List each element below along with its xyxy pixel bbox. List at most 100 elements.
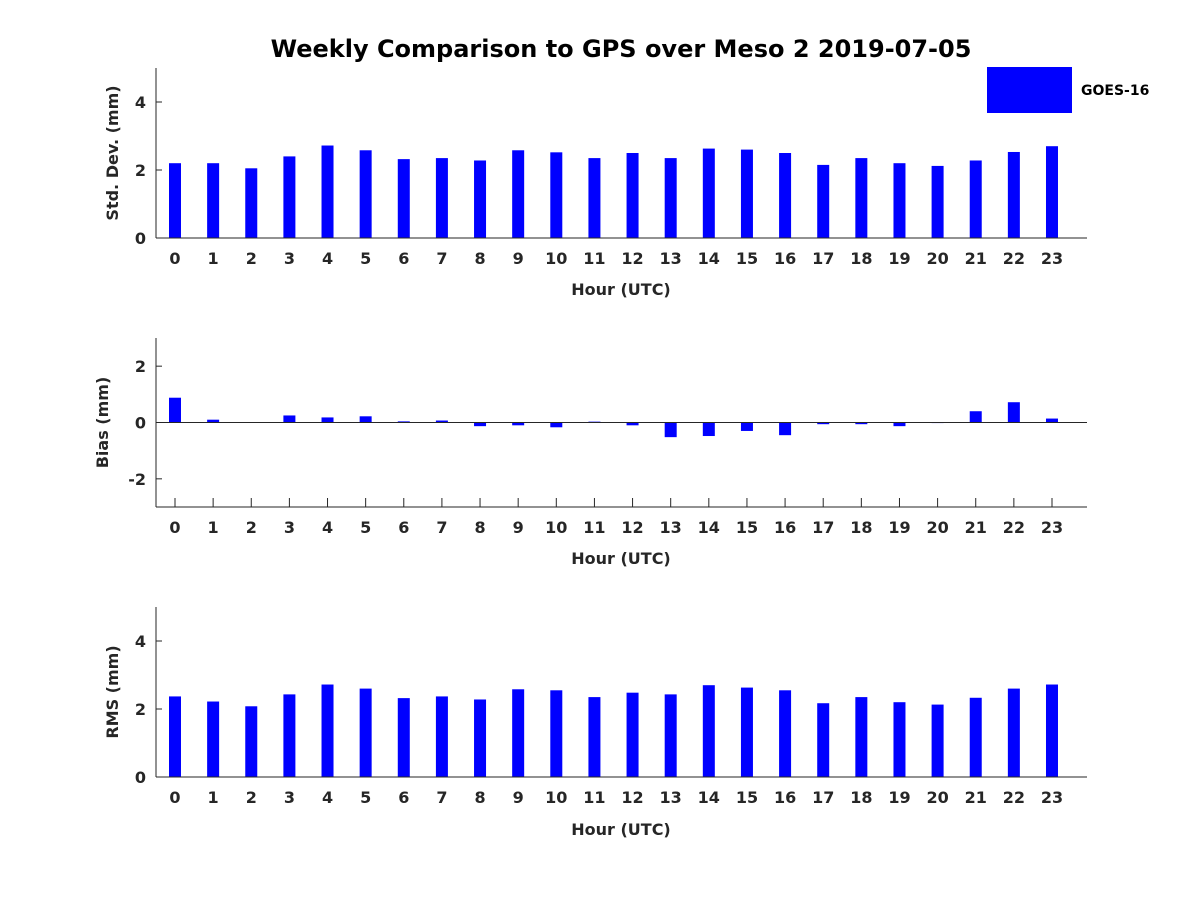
- std-dev-xlabel: Hour (UTC): [571, 280, 671, 299]
- rms-bar-7: [435, 696, 448, 777]
- rms-ytick-label-4: 4: [135, 632, 146, 651]
- rms-xtick-label-12: 12: [621, 788, 643, 807]
- std-dev-bar-15: [740, 149, 753, 238]
- rms-xtick-label-9: 9: [513, 788, 524, 807]
- rms-bar-19: [893, 702, 906, 777]
- std-dev-bar-11: [588, 158, 601, 238]
- std-dev-xtick-label-17: 17: [812, 249, 834, 268]
- std-dev-bar-17: [817, 164, 830, 238]
- bias-xtick-label-21: 21: [965, 518, 987, 537]
- rms-xtick-label-21: 21: [965, 788, 987, 807]
- std-dev-bar-21: [969, 160, 982, 238]
- bias-bar-22: [1007, 402, 1020, 423]
- bias-xtick-label-12: 12: [621, 518, 643, 537]
- std-dev-ylabel: Std. Dev. (mm): [103, 85, 122, 220]
- std-dev-bar-3: [283, 156, 296, 238]
- bias-xtick-label-19: 19: [888, 518, 910, 537]
- rms-xtick-label-2: 2: [246, 788, 257, 807]
- std-dev-ytick-label-4: 4: [135, 93, 146, 112]
- rms-ylabel: RMS (mm): [103, 645, 122, 738]
- bias-xtick-label-22: 22: [1003, 518, 1025, 537]
- rms-bar-6: [397, 698, 410, 777]
- rms-xtick-label-19: 19: [888, 788, 910, 807]
- std-dev-ytick-label-2: 2: [135, 161, 146, 180]
- bias-bar-0: [169, 397, 181, 423]
- std-dev-xtick-label-23: 23: [1041, 249, 1063, 268]
- bias-ytick-label--2: -2: [128, 470, 146, 489]
- rms-xtick-label-8: 8: [474, 788, 485, 807]
- bias-bar-1: [207, 419, 220, 423]
- std-dev-xtick-label-18: 18: [850, 249, 872, 268]
- bias-bar-3: [283, 415, 296, 423]
- rms-bar-18: [855, 697, 868, 777]
- bias-bar-15: [740, 422, 753, 431]
- std-dev-bar-18: [855, 158, 868, 238]
- rms-bar-20: [931, 704, 944, 777]
- bias-bar-18: [855, 422, 868, 425]
- bias-bar-10: [550, 422, 563, 428]
- rms-ytick-label-2: 2: [135, 700, 146, 719]
- bias-ylabel: Bias (mm): [93, 377, 112, 469]
- bias-bar-16: [779, 422, 792, 436]
- rms-bar-17: [817, 703, 830, 777]
- bias-ytick-label-2: 2: [135, 357, 146, 376]
- rms-bar-4: [321, 684, 334, 777]
- bias-xtick-label-2: 2: [246, 518, 257, 537]
- std-dev-bar-14: [702, 148, 715, 238]
- bias-xtick-label-8: 8: [474, 518, 485, 537]
- std-dev-xtick-label-14: 14: [698, 249, 720, 268]
- std-dev-xtick-label-13: 13: [660, 249, 682, 268]
- std-dev-xtick-label-0: 0: [169, 249, 180, 268]
- legend-label: GOES-16: [1081, 83, 1149, 99]
- std-dev-bar-7: [435, 158, 448, 238]
- bias-bar-21: [969, 411, 982, 423]
- bias-xtick-label-20: 20: [926, 518, 948, 537]
- rms-bar-3: [283, 694, 296, 777]
- rms-xtick-label-4: 4: [322, 788, 333, 807]
- bias-xtick-label-17: 17: [812, 518, 834, 537]
- bias-xtick-label-18: 18: [850, 518, 872, 537]
- rms-xtick-label-1: 1: [208, 788, 219, 807]
- rms-xtick-label-3: 3: [284, 788, 295, 807]
- std-dev-xtick-label-16: 16: [774, 249, 796, 268]
- std-dev-xtick-label-11: 11: [583, 249, 605, 268]
- std-dev-xtick-label-12: 12: [621, 249, 643, 268]
- std-dev-bar-6: [397, 159, 410, 238]
- bias-xtick-label-15: 15: [736, 518, 758, 537]
- bias-bar-8: [474, 422, 487, 427]
- rms-bar-23: [1045, 684, 1058, 777]
- bias-bar-19: [893, 422, 906, 427]
- bias-xlabel: Hour (UTC): [571, 549, 671, 568]
- rms-bar-1: [207, 701, 220, 777]
- std-dev-xtick-label-3: 3: [284, 249, 295, 268]
- bias-bar-9: [512, 422, 525, 426]
- std-dev-xtick-label-22: 22: [1003, 249, 1025, 268]
- std-dev-xtick-label-19: 19: [888, 249, 910, 268]
- std-dev-bar-10: [550, 152, 563, 238]
- bias-bar-23: [1045, 418, 1058, 423]
- bias-xtick-label-13: 13: [660, 518, 682, 537]
- std-dev-bar-4: [321, 145, 334, 238]
- std-dev-xtick-label-7: 7: [436, 249, 447, 268]
- rms-bar-9: [512, 689, 525, 777]
- rms-xtick-label-13: 13: [660, 788, 682, 807]
- bias-xtick-label-7: 7: [436, 518, 447, 537]
- rms-bar-15: [740, 687, 753, 777]
- std-dev-xtick-label-9: 9: [513, 249, 524, 268]
- std-dev-xtick-label-20: 20: [926, 249, 948, 268]
- bias-xtick-label-1: 1: [208, 518, 219, 537]
- rms-bar-11: [588, 697, 601, 777]
- std-dev-xtick-label-6: 6: [398, 249, 409, 268]
- bias-xtick-label-3: 3: [284, 518, 295, 537]
- std-dev-bar-1: [207, 163, 220, 238]
- rms-xtick-label-23: 23: [1041, 788, 1063, 807]
- rms-xtick-label-11: 11: [583, 788, 605, 807]
- legend: GOES-16: [987, 67, 1149, 113]
- rms-bar-0: [169, 696, 181, 777]
- std-dev-bar-23: [1045, 146, 1058, 238]
- rms-bar-13: [664, 694, 677, 777]
- std-dev-xtick-label-21: 21: [965, 249, 987, 268]
- bias-bar-5: [359, 416, 372, 423]
